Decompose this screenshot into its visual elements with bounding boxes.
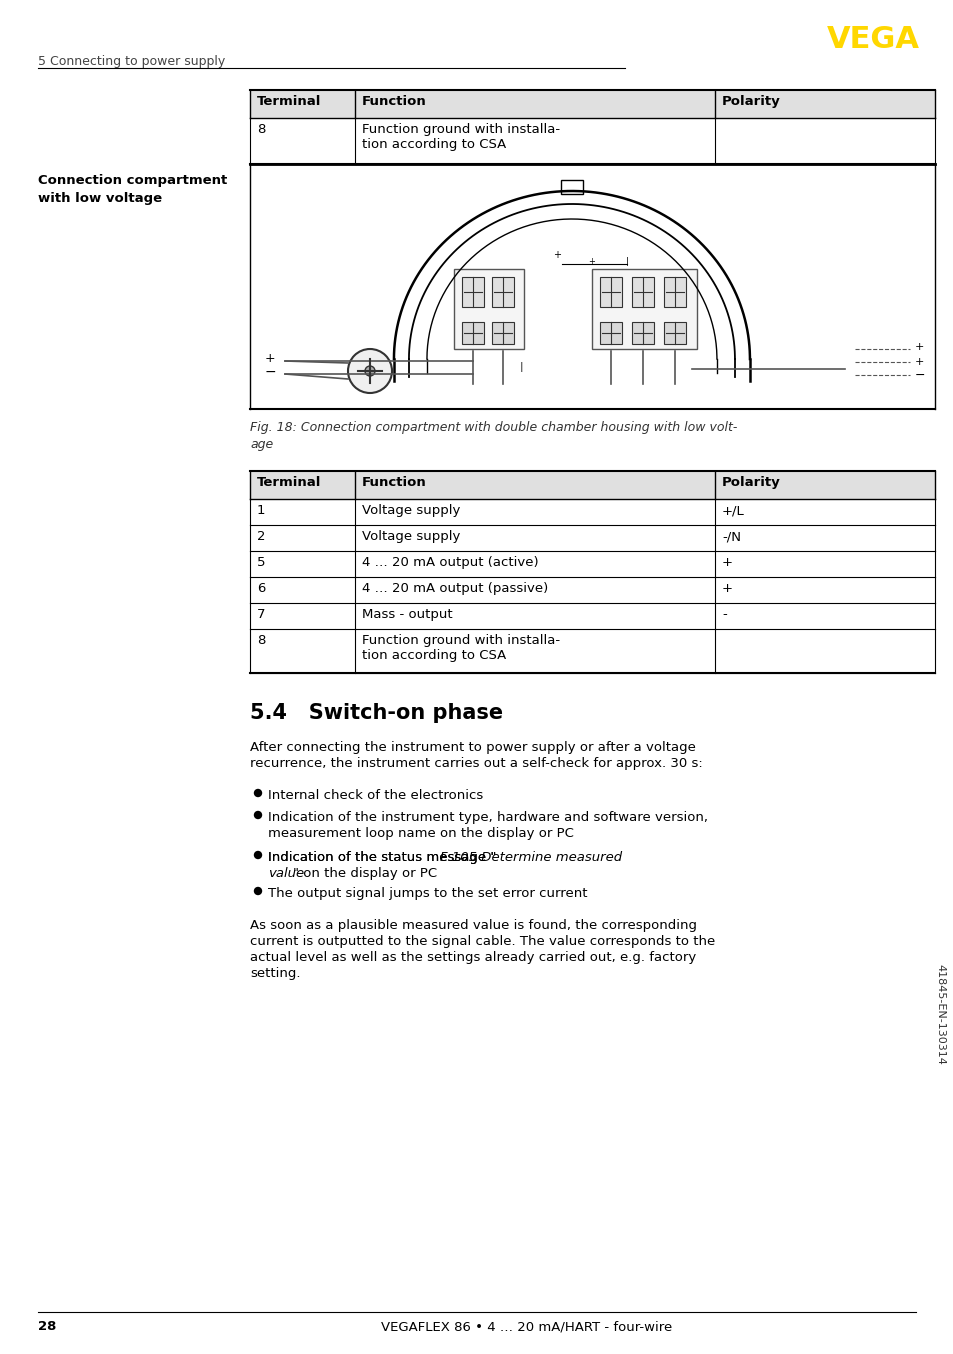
Bar [461,322,483,344]
Text: Indication of the status message ": Indication of the status message " [268,852,496,864]
Text: Terminal: Terminal [256,477,321,489]
Text: 4 … 20 mA output (active): 4 … 20 mA output (active) [361,556,538,569]
Text: Function ground with installa-
tion according to CSA: Function ground with installa- tion acco… [361,123,559,152]
Text: 4 … 20 mA output (passive): 4 … 20 mA output (passive) [361,582,548,594]
Text: Mass - output: Mass - output [361,608,452,621]
Text: VEGA: VEGA [826,24,919,54]
Bar [663,322,685,344]
Text: 2: 2 [256,529,265,543]
Bar [250,164,934,409]
Text: Indication of the status message "F 105 Determine measured: Indication of the status message "F 105 … [268,852,679,864]
Bar [454,269,523,349]
Text: After connecting the instrument to power supply or after a voltage: After connecting the instrument to power… [250,741,695,754]
Text: +: + [721,556,732,569]
Text: Function: Function [361,477,426,489]
Text: The output signal jumps to the set error current: The output signal jumps to the set error… [268,887,587,900]
Text: Indication of the instrument type, hardware and software version,: Indication of the instrument type, hardw… [268,811,707,825]
Bar [492,278,514,307]
Text: actual level as well as the settings already carried out, e.g. factory: actual level as well as the settings alr… [250,951,696,964]
Text: 1: 1 [256,504,265,517]
Bar [599,278,621,307]
Bar [631,278,653,307]
Text: +: + [553,250,560,260]
Text: l: l [519,363,523,375]
Text: +: + [721,582,732,594]
Text: Terminal: Terminal [256,95,321,108]
Text: Polarity: Polarity [721,95,780,108]
Circle shape [365,366,375,376]
Text: -/N: -/N [721,529,740,543]
Text: Indication of the status message ": Indication of the status message " [268,852,496,864]
Bar [663,278,685,307]
Text: +/L: +/L [721,504,744,517]
Text: −: − [265,366,276,379]
Circle shape [254,887,261,895]
Text: 6: 6 [256,582,265,594]
Text: Fig. 18: Connection compartment with double chamber housing with low volt-
age: Fig. 18: Connection compartment with dou… [250,421,737,451]
Circle shape [254,852,261,858]
Text: Polarity: Polarity [721,477,780,489]
Text: +: + [588,257,595,265]
Bar [461,278,483,307]
Text: +: + [914,357,923,367]
Text: measurement loop name on the display or PC: measurement loop name on the display or … [268,827,574,839]
Text: 8: 8 [256,634,265,647]
Bar [492,322,514,344]
Bar [250,471,934,500]
Bar [250,89,934,118]
Text: Voltage supply: Voltage supply [361,529,460,543]
Text: +: + [914,343,923,352]
Text: Indication of the status message "F 105 Determine measured: Indication of the status message "F 105 … [268,852,679,864]
Text: VEGAFLEX 86 • 4 … 20 mA/HART - four-wire: VEGAFLEX 86 • 4 … 20 mA/HART - four-wire [381,1320,672,1332]
Text: Connection compartment
with low voltage: Connection compartment with low voltage [38,175,227,204]
Text: value: value [268,867,304,880]
Text: setting.: setting. [250,967,300,980]
Text: " on the display or PC: " on the display or PC [293,867,436,880]
Text: 8: 8 [256,123,265,135]
Text: -: - [721,608,726,621]
Text: 28: 28 [38,1320,56,1332]
Text: current is outputted to the signal cable. The value corresponds to the: current is outputted to the signal cable… [250,936,715,948]
Bar [591,269,697,349]
Text: |: | [625,257,628,265]
Text: Function: Function [361,95,426,108]
Circle shape [254,789,261,796]
Bar [599,322,621,344]
Bar [560,180,582,194]
Text: F 105 Determine measured: F 105 Determine measured [439,852,621,864]
Text: recurrence, the instrument carries out a self-check for approx. 30 s:: recurrence, the instrument carries out a… [250,757,702,770]
Text: Internal check of the electronics: Internal check of the electronics [268,789,483,802]
Text: 41845-EN-130314: 41845-EN-130314 [934,964,944,1064]
Text: +: + [265,352,275,366]
Bar [631,322,653,344]
Text: 5 Connecting to power supply: 5 Connecting to power supply [38,56,225,68]
Text: Function ground with installa-
tion according to CSA: Function ground with installa- tion acco… [361,634,559,662]
Text: −: − [914,368,924,382]
Text: 5: 5 [256,556,265,569]
Text: Voltage supply: Voltage supply [361,504,460,517]
Circle shape [254,811,261,819]
Text: As soon as a plausible measured value is found, the corresponding: As soon as a plausible measured value is… [250,919,697,932]
Text: 5.4   Switch-on phase: 5.4 Switch-on phase [250,703,502,723]
Circle shape [348,349,392,393]
Text: 7: 7 [256,608,265,621]
